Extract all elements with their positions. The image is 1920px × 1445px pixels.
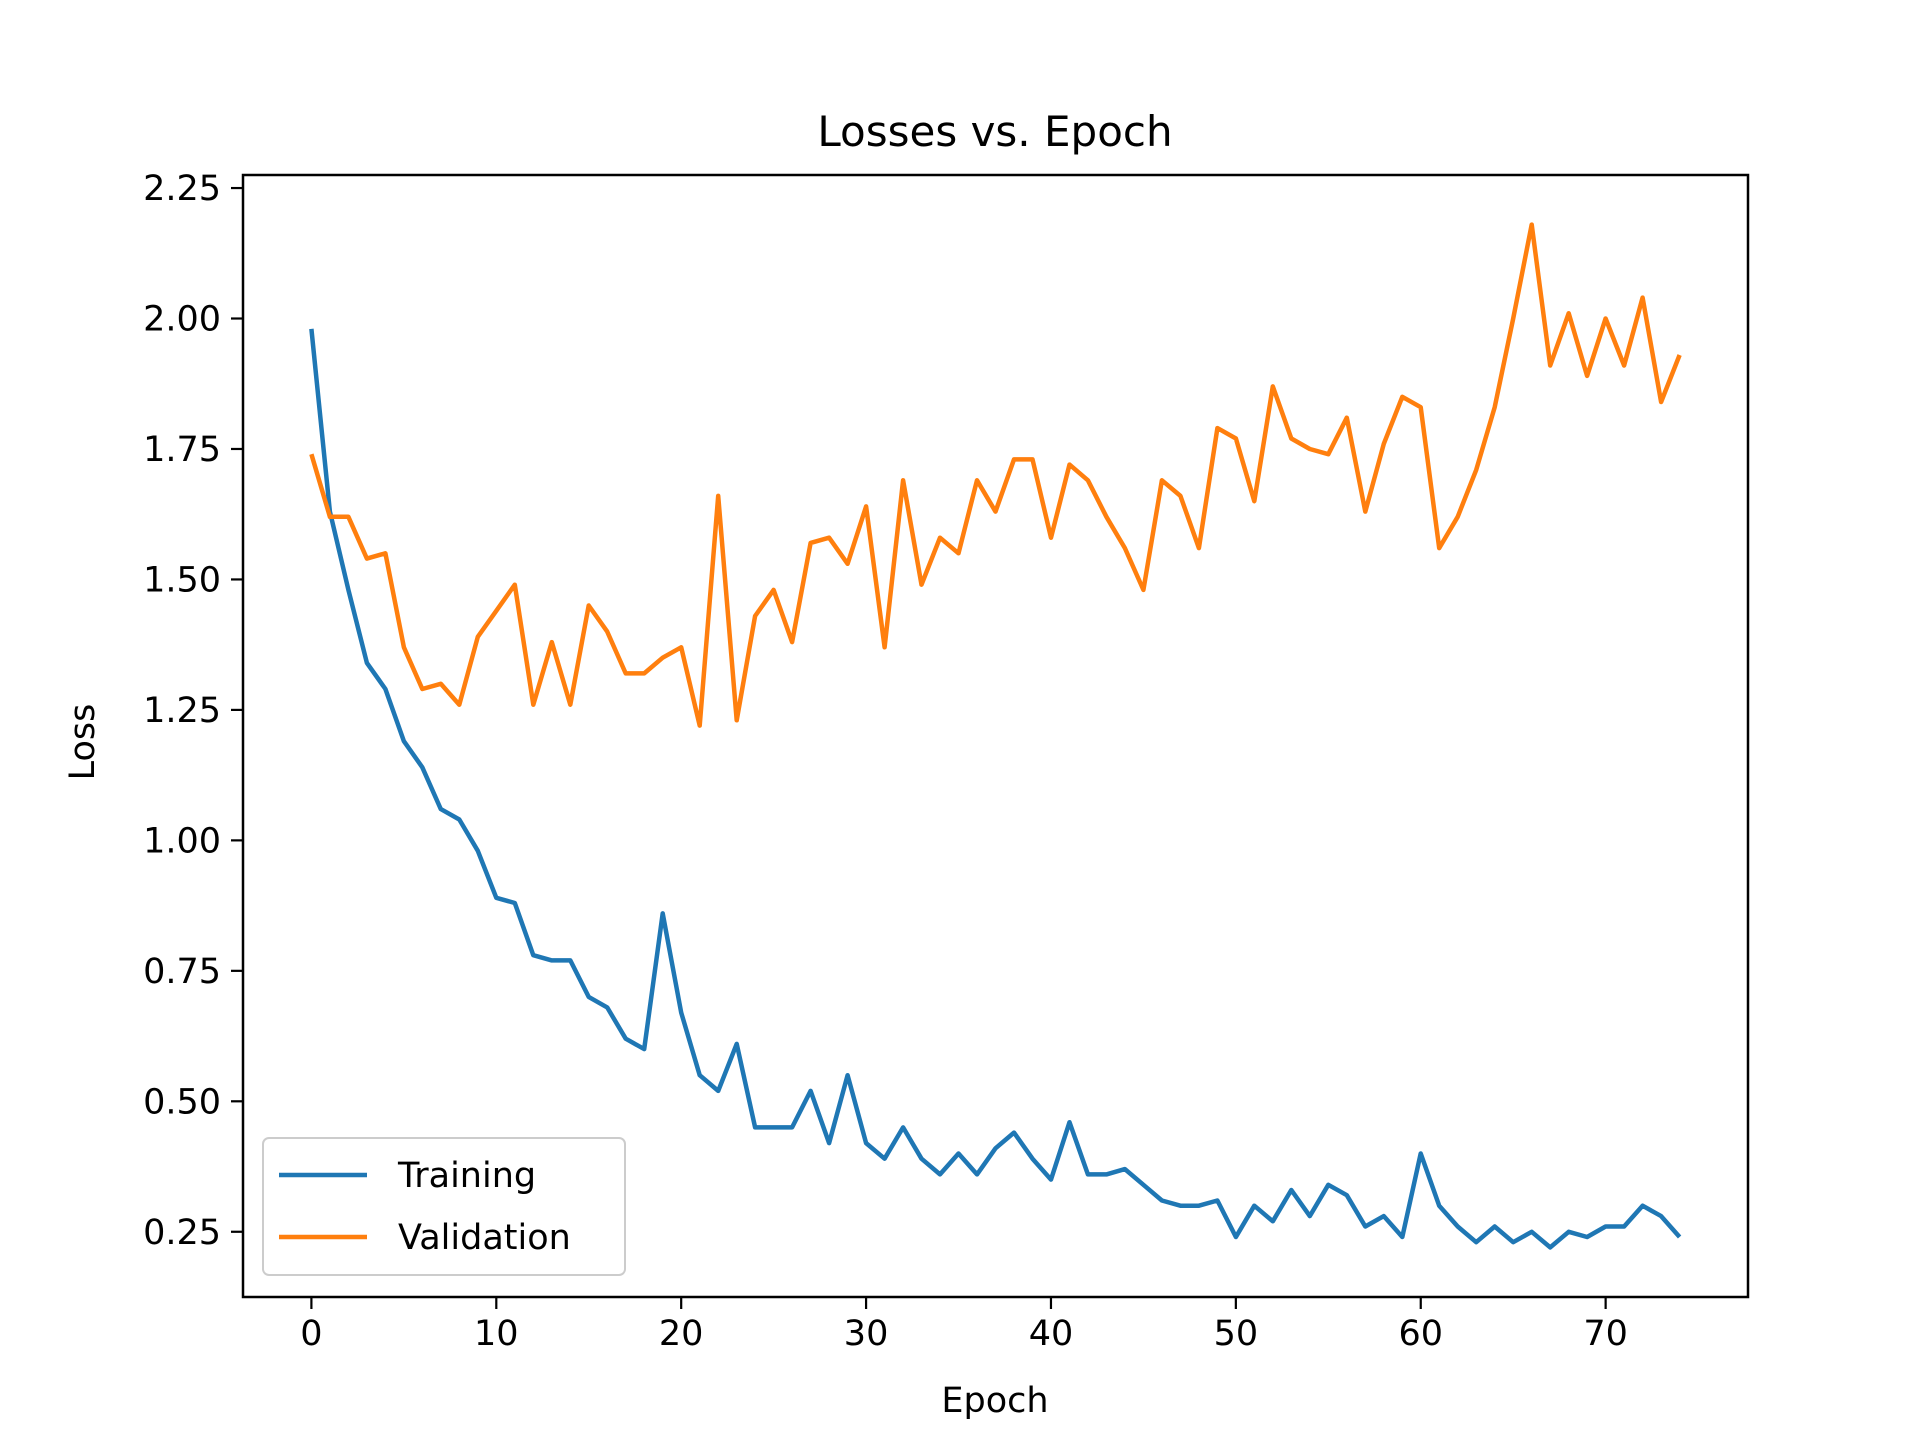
legend-label-validation: Validation: [398, 1218, 571, 1258]
y-tick-label: 0.50: [143, 1082, 221, 1122]
axes-frame: [241, 173, 1750, 1299]
series-line-validation: [309, 222, 1682, 728]
y-tick-label: 1.25: [143, 691, 221, 731]
y-tick-label: 2.00: [143, 300, 221, 340]
legend-box: [262, 1137, 626, 1276]
x-tick-label: 70: [1583, 1314, 1628, 1354]
y-tick-label: 1.00: [143, 821, 221, 861]
series-line-training: [309, 328, 1682, 1250]
y-tick-label: 0.75: [143, 952, 221, 992]
y-tick-label: 0.25: [143, 1213, 221, 1253]
chart-title: Losses vs. Epoch: [817, 107, 1172, 156]
y-tick-label: 1.50: [143, 560, 221, 600]
x-tick-label: 20: [659, 1314, 704, 1354]
x-tick-label: 40: [1029, 1314, 1074, 1354]
x-tick-label: 60: [1398, 1314, 1443, 1354]
legend-label-training: Training: [397, 1156, 536, 1196]
plot-area: 0 10 20 30 40 50 60 70 0.25 0.50 0.75 1.00 1.25 1.50 1…: [143, 169, 1750, 1354]
x-tick-label: 50: [1214, 1314, 1259, 1354]
y-axis-label: Loss: [63, 704, 103, 781]
x-tick-label: 10: [474, 1314, 519, 1354]
x-tick-label: 30: [844, 1314, 889, 1354]
x-axis-label: Epoch: [941, 1381, 1048, 1421]
y-tick-label: 2.25: [143, 169, 221, 209]
y-tick-label: 1.75: [143, 430, 221, 470]
x-tick-label: 0: [300, 1314, 322, 1354]
legend: Training Validation: [262, 1137, 626, 1276]
